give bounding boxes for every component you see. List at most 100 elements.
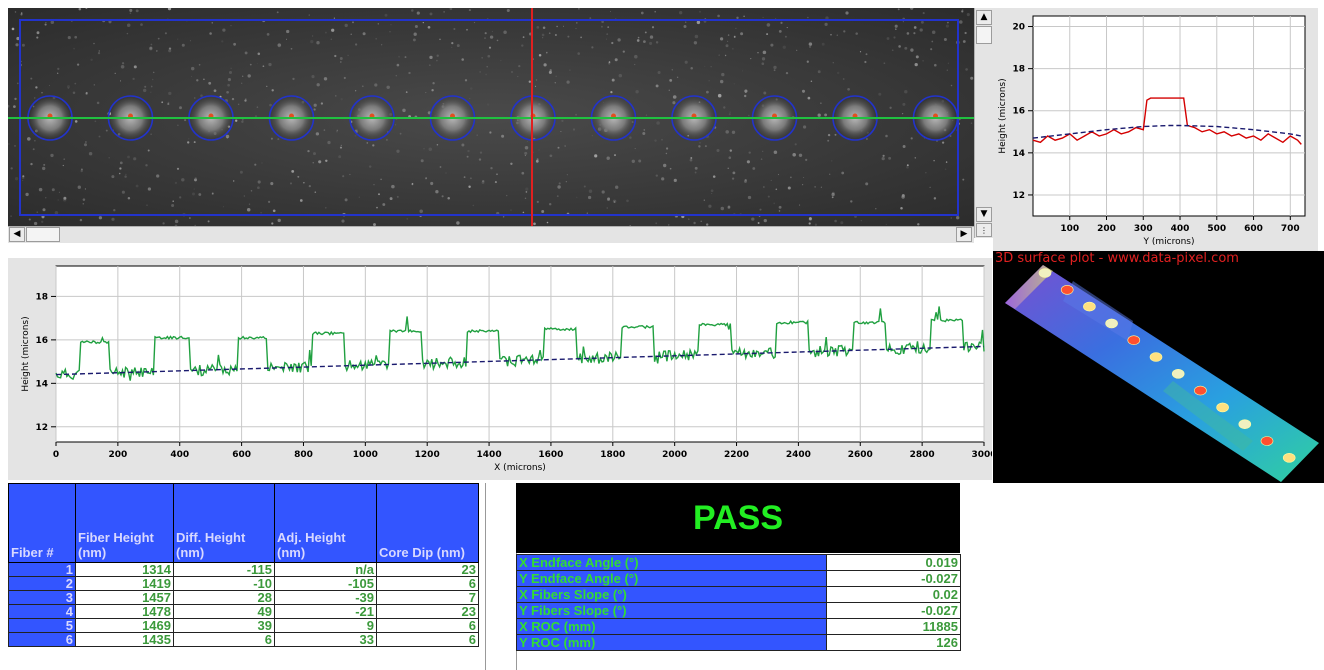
cell-fiber-height: 1457 (75, 590, 174, 605)
x-tick-label: 2400 (786, 450, 811, 460)
pass-status-banner: PASS (516, 483, 960, 553)
y-axis-label: Height (microns) (998, 78, 1008, 153)
y-tick-label: 12 (1012, 191, 1025, 201)
cell-diff-height: -10 (173, 576, 275, 591)
table-divider (485, 483, 517, 670)
y-tick-label: 14 (35, 379, 48, 389)
col-header-fiber: Fiber # (8, 483, 76, 563)
surface-plot-caption: 3D surface plot - www.data-pixel.com (995, 251, 1239, 266)
metric-value: 126 (826, 634, 961, 651)
x-tick-label: 600 (1244, 224, 1263, 234)
x-tick-label: 200 (1097, 224, 1116, 234)
metric-row: Y Fibers Slope (°) -0.027 (516, 602, 961, 619)
x-tick-label: 100 (1060, 224, 1079, 234)
cell-diff-height: 39 (173, 618, 275, 633)
cell-fiber-height: 1469 (75, 618, 174, 633)
metric-row: Y ROC (mm) 126 (516, 634, 961, 651)
cell-core-dip: 6 (376, 632, 479, 647)
metric-label: Y Endface Angle (°) (516, 570, 827, 587)
x-tick-label: 1400 (477, 450, 502, 460)
cell-diff-height: -115 (173, 562, 275, 577)
x-tick-label: 700 (1281, 224, 1300, 234)
cell-fiber-num: 3 (8, 590, 76, 605)
metric-row: Y Endface Angle (°) -0.027 (516, 570, 961, 587)
table-row: 4 1478 49 -21 23 (8, 604, 479, 619)
x-tick-label: 2000 (662, 450, 687, 460)
table-header-row: Fiber # Fiber Height (nm) Diff. Height (… (8, 483, 479, 563)
cell-fiber-height: 1435 (75, 632, 174, 647)
y-profile-chart: 100 200 300 400 500 600 700 12 14 16 18 20 Y (micron… (993, 8, 1318, 251)
plot-area (1032, 15, 1306, 217)
cell-core-dip: 6 (376, 576, 479, 591)
y-tick-label: 16 (35, 336, 48, 346)
metric-value: -0.027 (826, 570, 961, 587)
y-tick-label: 18 (35, 292, 48, 302)
cell-adj-height: -21 (274, 604, 377, 619)
x-tick-label: 3000 (971, 450, 992, 460)
surface-plot-svg: 3D surface plot - www.data-pixel.com (995, 251, 1319, 482)
vertical-scroll-thumb[interactable] (976, 26, 992, 44)
x-profile-svg: 0 200 400 600 800 1000 1200 1400 1600 1800 2000 220… (21, 265, 997, 473)
x-tick-label: 2800 (910, 450, 935, 460)
resize-grip[interactable]: ⋮ (976, 223, 992, 237)
y-tick-label: 14 (1012, 149, 1025, 159)
fiber-height-table: Fiber # Fiber Height (nm) Diff. Height (… (8, 483, 479, 647)
x-tick-label: 200 (108, 450, 127, 460)
cell-fiber-num: 6 (8, 632, 76, 647)
cell-fiber-num: 1 (8, 562, 76, 577)
cell-fiber-num: 4 (8, 604, 76, 619)
vertical-scrollbar[interactable]: ▲ ▼ ⋮ (974, 8, 993, 238)
metric-value: -0.027 (826, 602, 961, 619)
horizontal-scrollbar[interactable]: ◀ ▶ (8, 226, 974, 243)
metric-label: X Fibers Slope (°) (516, 586, 827, 603)
y-axis-label: Height (microns) (21, 316, 31, 391)
cell-adj-height: n/a (274, 562, 377, 577)
x-tick-label: 2200 (724, 450, 749, 460)
table-row: 2 1419 -10 -105 6 (8, 576, 479, 591)
x-tick-label: 1800 (600, 450, 625, 460)
x-axis-label: Y (microns) (1143, 237, 1195, 247)
x-profile-chart: 0 200 400 600 800 1000 1200 1400 1600 1800 2000 220… (8, 258, 997, 480)
col-header-diff-height: Diff. Height (nm) (173, 483, 275, 563)
metric-row: X Fibers Slope (°) 0.02 (516, 586, 961, 603)
cell-adj-height: -39 (274, 590, 377, 605)
x-tick-label: 400 (1171, 224, 1190, 234)
surface-fiber-peak (1171, 369, 1185, 379)
x-tick-label: 300 (1134, 224, 1153, 234)
x-tick-label: 800 (294, 450, 313, 460)
surface-body (1005, 265, 1319, 482)
x-tick-label: 0 (53, 450, 59, 460)
metric-value: 0.02 (826, 586, 961, 603)
cell-fiber-height: 1478 (75, 604, 174, 619)
cell-fiber-height: 1419 (75, 576, 174, 591)
scroll-down-button[interactable]: ▼ (976, 207, 992, 222)
cell-fiber-num: 5 (8, 618, 76, 633)
surface-plot-3d: 3D surface plot - www.data-pixel.com (993, 251, 1324, 483)
col-header-core-dip: Core Dip (nm) (376, 483, 479, 563)
cell-diff-height: 6 (173, 632, 275, 647)
col-header-adj-height: Adj. Height (nm) (274, 483, 377, 563)
scroll-up-button[interactable]: ▲ (976, 10, 992, 25)
fiber-array-image[interactable] (8, 8, 974, 226)
surface-fiber-peak (1260, 436, 1274, 446)
y-tick-label: 16 (1012, 107, 1025, 117)
metric-label: X ROC (mm) (516, 618, 827, 635)
series-line (55, 306, 985, 381)
metric-value: 0.019 (826, 554, 961, 571)
cell-adj-height: 33 (274, 632, 377, 647)
cell-core-dip: 6 (376, 618, 479, 633)
horizontal-scroll-thumb[interactable] (26, 227, 60, 242)
endface-metrics-table: X Endface Angle (°) 0.019 Y Endface Angl… (516, 554, 961, 651)
metric-row: X ROC (mm) 11885 (516, 618, 961, 635)
metric-value: 11885 (826, 618, 961, 635)
surface-fiber-peak (1238, 419, 1252, 429)
scroll-left-button[interactable]: ◀ (9, 227, 25, 242)
surface-fiber-peak (1216, 402, 1229, 413)
x-tick-label: 600 (232, 450, 251, 460)
x-tick-label: 1000 (353, 450, 378, 460)
cell-fiber-num: 2 (8, 576, 76, 591)
table-row: 1 1314 -115 n/a 23 (8, 562, 479, 577)
scroll-right-button[interactable]: ▶ (956, 227, 972, 242)
table-row: 3 1457 28 -39 7 (8, 590, 479, 605)
fiber-array-svg (8, 8, 974, 226)
